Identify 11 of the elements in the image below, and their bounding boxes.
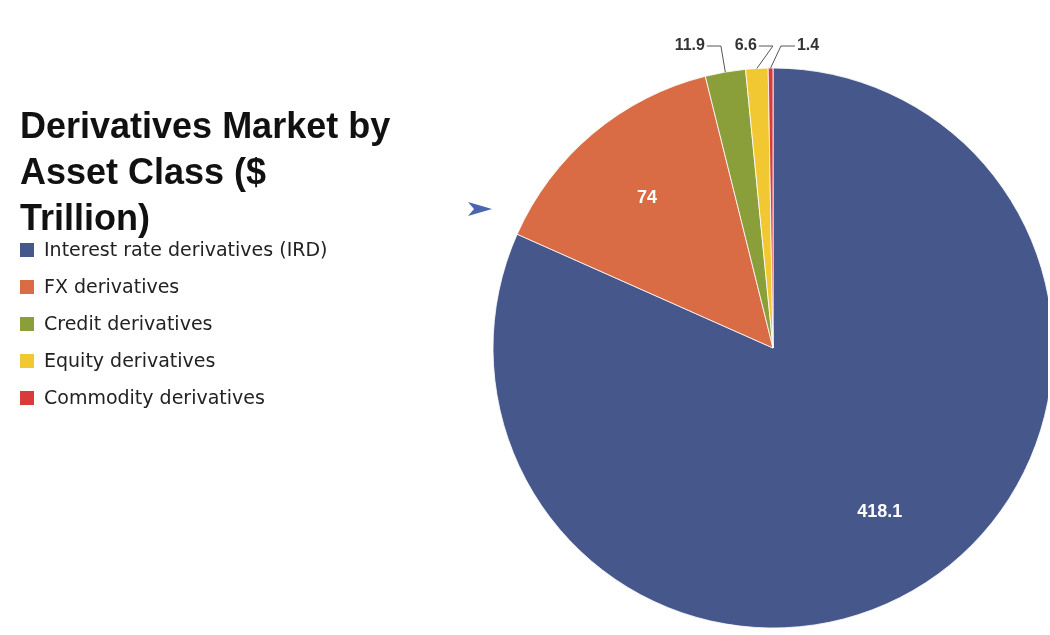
text: Derivatives Market by Asset Class ($ Trillion) — [20, 105, 391, 238]
legend-label: Commodity derivatives — [44, 385, 265, 408]
legend-label: Interest rate derivatives (IRD) — [44, 237, 328, 260]
legend-label: Equity derivatives — [44, 348, 216, 371]
data-label: 1.4 — [796, 36, 820, 54]
data-label: 6.6 — [734, 36, 758, 54]
data-label: 418.1 — [857, 501, 903, 522]
legend-label: FX derivatives — [44, 274, 180, 297]
data-label: 74 — [636, 186, 658, 207]
legend-label: Credit derivatives — [44, 311, 213, 334]
data-label: 11.9 — [674, 36, 706, 54]
